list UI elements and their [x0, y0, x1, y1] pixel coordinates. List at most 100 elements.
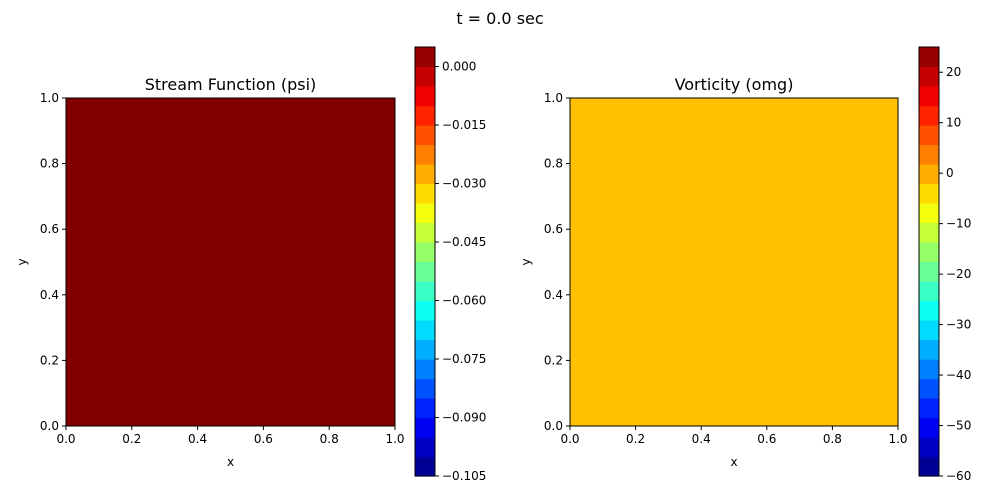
psi-colorbar-tick-label: −0.090 — [442, 411, 486, 425]
omg-y-ticks: 0.0 0.2 0.4 0.6 0.8 1.0 — [544, 91, 570, 433]
omg-x-tick-label: 0.6 — [757, 432, 776, 446]
psi-y-tick-label: 0.2 — [40, 353, 59, 367]
psi-axes-frame — [65, 97, 396, 427]
psi-colorbar-band — [415, 261, 435, 282]
omg-y-tick-label: 0.4 — [544, 288, 563, 302]
omg-field — [570, 98, 898, 426]
psi-colorbar-band — [415, 417, 435, 438]
omg-colorbar-band — [919, 144, 939, 165]
psi-colorbar-band — [415, 144, 435, 165]
psi-colorbar-band — [415, 300, 435, 321]
omg-colorbar-tick-label: 20 — [946, 65, 961, 79]
psi-colorbar-tick-label: 0.000 — [442, 60, 476, 74]
omg-x-axis-label: x — [730, 455, 737, 469]
omg-colorbar-band — [919, 125, 939, 146]
omg-colorbar-tick-label: −60 — [946, 469, 971, 483]
omg-colorbar-band — [919, 261, 939, 282]
omg-colorbar-band — [919, 164, 939, 185]
psi-y-axis-label: y — [15, 258, 29, 265]
omg-colorbar-tick-label: 10 — [946, 116, 961, 130]
psi-colorbar-tick-label: −0.060 — [442, 294, 486, 308]
psi-y-tick-label: 0.6 — [40, 222, 59, 236]
psi-colorbar-frame — [414, 46, 436, 477]
psi-x-tick-label: 0.8 — [320, 432, 339, 446]
psi-x-tick-label: 0.6 — [254, 432, 273, 446]
omg-colorbar-band — [919, 378, 939, 399]
omg-colorbar-band — [919, 339, 939, 360]
psi-y-tick-label: 0.0 — [40, 419, 59, 433]
omg-x-tick-label: 0.4 — [692, 432, 711, 446]
psi-colorbar-band — [415, 66, 435, 87]
omg-x-tick-label: 1.0 — [888, 432, 907, 446]
psi-colorbar-band — [415, 437, 435, 458]
omg-x-tick-label: 0.8 — [823, 432, 842, 446]
omg-colorbar — [919, 47, 939, 477]
omg-colorbar-tick-label: 0 — [946, 166, 954, 180]
omg-colorbar-tick-label: −30 — [946, 318, 971, 332]
figure-suptitle: t = 0.0 sec — [456, 9, 543, 28]
omg-colorbar-band — [919, 417, 939, 438]
psi-y-ticks: 0.0 0.2 0.4 0.6 0.8 1.0 — [40, 91, 66, 433]
psi-colorbar-band — [415, 456, 435, 477]
psi-colorbar-tick-label: −0.075 — [442, 352, 486, 366]
omg-y-tick-label: 0.6 — [544, 222, 563, 236]
psi-x-axis-label: x — [227, 455, 234, 469]
psi-y-tick-label: 1.0 — [40, 91, 59, 105]
psi-colorbar-band — [415, 398, 435, 419]
omg-colorbar-band — [919, 183, 939, 204]
omg-colorbar-band — [919, 437, 939, 458]
psi-colorbar-band — [415, 183, 435, 204]
omg-colorbar-ticks: 20 10 0 −10 −20 −30 −40 −50 −60 — [939, 65, 971, 483]
psi-field — [66, 98, 395, 426]
omg-colorbar-tick-label: −50 — [946, 419, 971, 433]
psi-panel: Stream Function (psi) 0.0 0.2 0.4 0.6 0.8 1.0… — [15, 46, 486, 483]
omg-y-tick-label: 0.8 — [544, 157, 563, 171]
omg-colorbar-band — [919, 203, 939, 224]
omg-colorbar-band — [919, 281, 939, 302]
psi-colorbar-band — [415, 47, 435, 68]
omg-colorbar-tick-label: −10 — [946, 217, 971, 231]
psi-colorbar-band — [415, 281, 435, 302]
psi-colorbar-tick-label: −0.030 — [442, 177, 486, 191]
psi-colorbar-tick-label: −0.105 — [442, 469, 486, 483]
omg-colorbar-band — [919, 300, 939, 321]
psi-y-tick-label: 0.8 — [40, 157, 59, 171]
omg-panel: Vorticity (omg) 0.0 0.2 0.4 0.6 0.8 1.0 0.00.… — [519, 46, 971, 483]
omg-colorbar-frame — [918, 46, 940, 477]
psi-x-tick-label: 1.0 — [385, 432, 404, 446]
omg-colorbar-band — [919, 456, 939, 477]
psi-colorbar-ticks: 0.000 −0.015 −0.030 −0.045 −0.060 −0.075 −0.09… — [435, 60, 486, 483]
psi-colorbar-tick-label: −0.045 — [442, 235, 486, 249]
psi-colorbar-band — [415, 125, 435, 146]
omg-colorbar-band — [919, 105, 939, 126]
omg-colorbar-band — [919, 47, 939, 68]
omg-colorbar-band — [919, 398, 939, 419]
omg-colorbar-band — [919, 320, 939, 341]
psi-colorbar — [415, 47, 435, 477]
psi-colorbar-band — [415, 86, 435, 107]
omg-y-tick-label: 1.0 — [544, 91, 563, 105]
psi-x-ticks: 0.0 0.2 0.4 0.6 0.8 1.0 — [56, 426, 405, 446]
psi-colorbar-tick-label: −0.015 — [442, 118, 486, 132]
omg-colorbar-band — [919, 86, 939, 107]
omg-y-axis-label: y — [519, 258, 533, 265]
psi-colorbar-band — [415, 164, 435, 185]
omg-colorbar-band — [919, 359, 939, 380]
omg-colorbar-tick-label: −40 — [946, 368, 971, 382]
psi-plot-title: Stream Function (psi) — [145, 75, 317, 94]
psi-colorbar-band — [415, 378, 435, 399]
psi-colorbar-band — [415, 203, 435, 224]
psi-colorbar-band — [415, 105, 435, 126]
psi-colorbar-band — [415, 320, 435, 341]
omg-plot-title: Vorticity (omg) — [675, 75, 794, 94]
omg-colorbar-tick-label: −20 — [946, 267, 971, 281]
psi-x-tick-label: 0.4 — [188, 432, 207, 446]
psi-colorbar-band — [415, 222, 435, 243]
omg-axes-frame — [569, 97, 899, 427]
psi-y-tick-label: 0.4 — [40, 288, 59, 302]
omg-x-tick-label: 0.2 — [626, 432, 645, 446]
omg-x-tick-label: 0.0 — [560, 432, 579, 446]
psi-x-tick-label: 0.2 — [122, 432, 141, 446]
psi-x-tick-label: 0.0 — [56, 432, 75, 446]
